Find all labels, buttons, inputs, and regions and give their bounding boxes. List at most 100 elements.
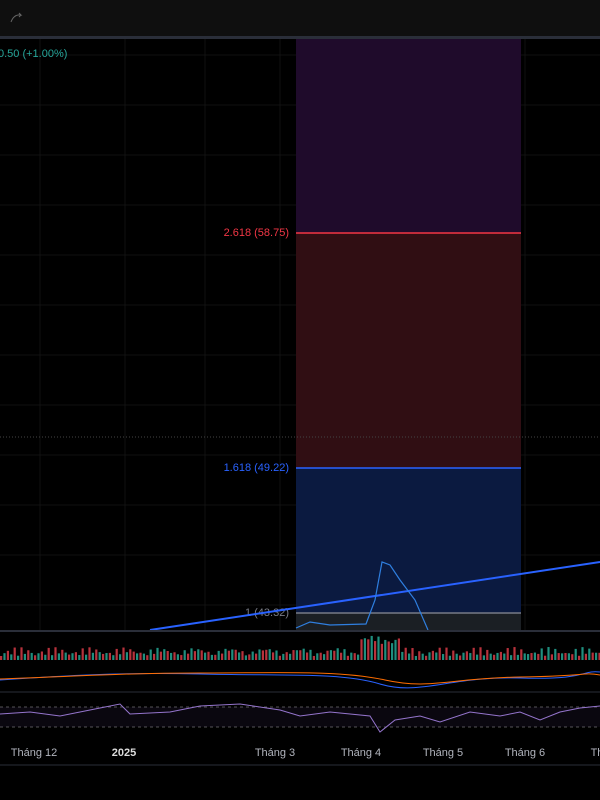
volume-bar: [561, 653, 564, 660]
volume-bar: [10, 654, 13, 660]
volume-bar: [411, 648, 414, 660]
price-curve: [295, 561, 429, 631]
volume-bar: [210, 654, 213, 660]
time-axis: Tháng 12 2025 Tháng 3 Tháng 4 Tháng 5 Tháng 6…: [11, 747, 600, 759]
volume-bar: [234, 649, 237, 660]
volume-bar: [248, 654, 251, 660]
volume-bar: [299, 650, 302, 660]
volume-bar: [401, 651, 404, 660]
volume-bar: [323, 654, 326, 660]
signal-line: [0, 672, 600, 685]
volume-bar: [68, 654, 71, 660]
volume-bar: [282, 653, 285, 660]
volume-bar: [520, 649, 523, 660]
volume-bar: [448, 655, 451, 660]
volume-bar: [510, 655, 513, 660]
volume-bar: [71, 653, 74, 660]
volume-bar: [397, 638, 400, 660]
volume-bar: [85, 654, 88, 660]
volume-bar: [272, 652, 275, 660]
volume-bar: [61, 649, 64, 660]
volume-bar: [435, 652, 438, 660]
volume-bar: [319, 652, 322, 660]
volume-bar: [564, 652, 567, 660]
volume-bar: [44, 654, 47, 660]
volume-bar: [384, 639, 387, 660]
volume-bar: [119, 654, 122, 660]
volume-bar: [404, 647, 407, 660]
volume-bar: [363, 638, 366, 660]
volume-bar: [27, 650, 30, 660]
volume-bar: [102, 653, 105, 660]
volume-bar: [241, 651, 244, 660]
separator: [0, 36, 600, 39]
volume-bar: [499, 651, 502, 660]
volume-bar: [530, 653, 533, 660]
volume: [0, 635, 600, 660]
volume-bar: [306, 652, 309, 660]
fib-label: 2.618 (58.75): [224, 227, 289, 239]
volume-bar: [333, 650, 336, 660]
volume-bar: [221, 653, 224, 660]
volume-bar: [547, 647, 550, 660]
time-label: Tháng 6: [505, 747, 545, 759]
volume-bar: [149, 649, 152, 660]
volume-bar: [292, 650, 295, 660]
volume-bar: [595, 652, 598, 660]
volume-bar: [142, 653, 145, 660]
volume-bar: [91, 652, 94, 660]
volume-bar: [571, 654, 574, 660]
volume-bar: [462, 652, 465, 660]
volume-bar: [343, 649, 346, 660]
fib-zone: [296, 233, 521, 468]
volume-bar: [374, 641, 377, 660]
volume-bar: [472, 647, 475, 660]
volume-bar: [459, 655, 462, 660]
volume-bar: [170, 652, 173, 660]
volume-bar: [513, 647, 516, 660]
volume-bar: [326, 650, 329, 660]
volume-bar: [469, 653, 472, 660]
volume-bar: [231, 649, 234, 660]
volume-bar: [316, 653, 319, 660]
volume-bar: [238, 652, 241, 660]
volume-bar: [166, 650, 169, 660]
volume-bar: [367, 639, 370, 660]
volume-bar: [23, 653, 26, 660]
volume-bar: [244, 655, 247, 660]
volume-bar: [544, 655, 547, 660]
volume-bar: [74, 652, 77, 660]
volume-bar: [506, 648, 509, 660]
volume-bar: [346, 655, 349, 660]
volume-bar: [442, 654, 445, 660]
rsi-fill: [0, 707, 600, 727]
volume-bar: [275, 650, 278, 660]
volume-bar: [193, 651, 196, 660]
time-label: 2025: [112, 747, 136, 759]
volume-bar: [156, 647, 159, 660]
volume-bar: [34, 655, 37, 660]
volume-bar: [20, 647, 23, 660]
separator: [0, 630, 600, 632]
volume-bar: [159, 651, 162, 660]
volume-bar: [129, 649, 132, 660]
volume-bar: [278, 655, 281, 660]
volume-bar: [370, 635, 373, 660]
macd-line: [0, 671, 600, 689]
volume-bar: [428, 652, 431, 660]
volume-bar: [95, 649, 98, 660]
volume-bar: [479, 647, 482, 660]
time-label: Tháng 5: [423, 747, 463, 759]
volume-bar: [340, 652, 343, 660]
volume-bar: [357, 654, 360, 660]
volume-bar: [37, 653, 40, 660]
redo-icon[interactable]: [10, 12, 23, 23]
volume-bar: [489, 653, 492, 660]
volume-bar: [173, 652, 176, 660]
time-label: Th: [591, 747, 600, 759]
volume-bar: [540, 648, 543, 660]
volume-bar: [387, 641, 390, 660]
price-change: 0.50 (+1.00%): [0, 48, 67, 60]
